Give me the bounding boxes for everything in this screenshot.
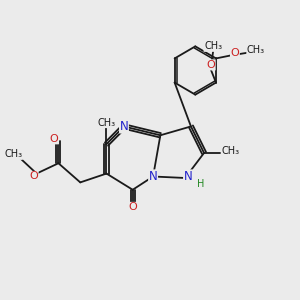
Text: O: O (206, 60, 215, 70)
Text: O: O (29, 172, 38, 182)
Text: CH₃: CH₃ (221, 146, 239, 156)
Text: N: N (120, 120, 128, 133)
Text: CH₃: CH₃ (98, 118, 116, 128)
Text: H: H (196, 179, 204, 189)
Text: CH₃: CH₃ (4, 149, 22, 159)
Text: O: O (128, 202, 137, 212)
Text: N: N (184, 170, 192, 183)
Text: N: N (149, 170, 158, 183)
Text: O: O (230, 47, 239, 58)
Text: CH₃: CH₃ (204, 41, 222, 51)
Text: O: O (50, 134, 58, 144)
Text: CH₃: CH₃ (247, 45, 265, 55)
